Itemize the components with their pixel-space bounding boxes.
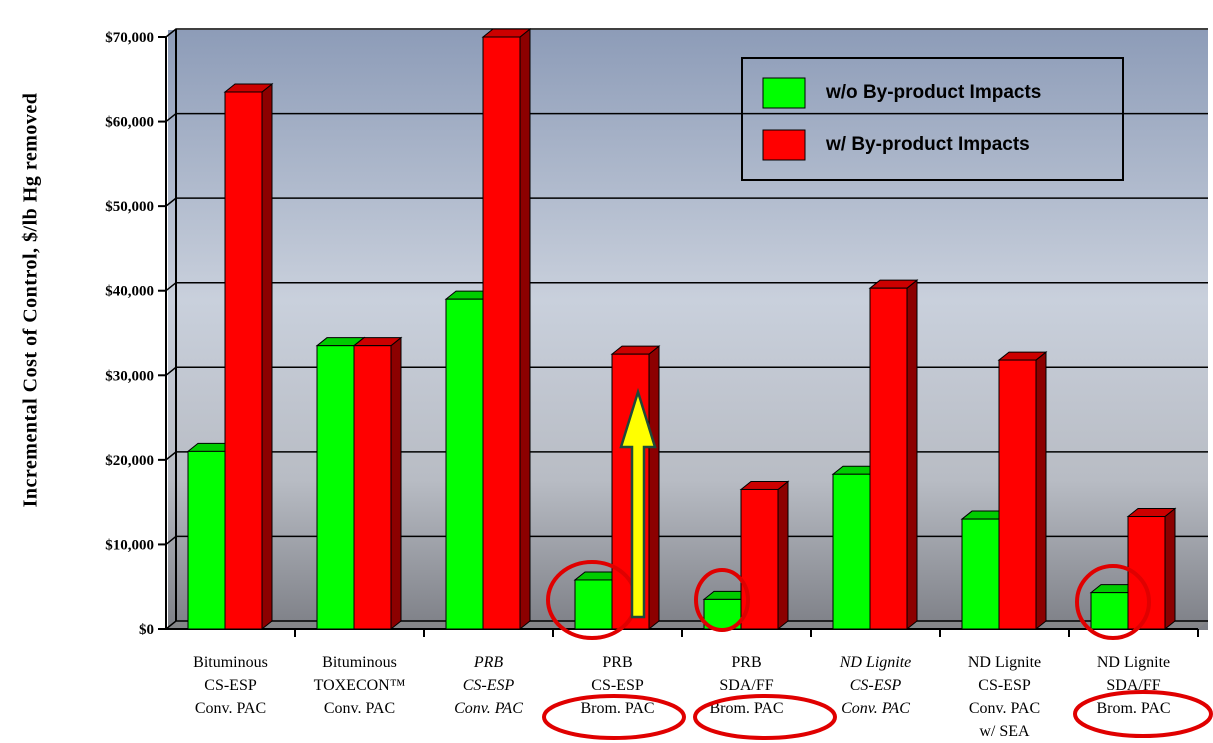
y-tick-label: $50,000 xyxy=(105,199,154,215)
grid-line xyxy=(165,197,1208,207)
bar-side xyxy=(906,279,918,631)
x-tick-label: PRB CS-ESP Conv. PAC xyxy=(454,654,523,717)
annotation-circle xyxy=(693,694,837,740)
bar xyxy=(187,450,226,630)
bar-side xyxy=(1035,351,1047,631)
grid-line xyxy=(165,112,1208,123)
grid-line xyxy=(165,366,1208,376)
annotation-circle xyxy=(1073,690,1213,738)
legend-label: w/o By-product Impacts xyxy=(825,82,1041,103)
legend-swatch xyxy=(762,77,806,109)
x-tick-label: Bituminous CS-ESP Conv. PAC xyxy=(193,654,268,717)
bar xyxy=(998,359,1037,630)
x-tick-label: PRB SDA/FF Brom. PAC xyxy=(709,654,783,717)
bar xyxy=(574,579,613,630)
x-tick-label: ND Lignite CS-ESP Conv. PAC xyxy=(839,654,912,717)
grid-line xyxy=(165,281,1208,292)
legend: w/o By-product Impacts w/ By-product Impa… xyxy=(741,57,1124,181)
grid-line xyxy=(165,451,1208,461)
bar xyxy=(353,345,392,630)
bar xyxy=(316,345,355,630)
bar-side xyxy=(519,27,531,631)
x-tick-label: PRB CS-ESP Brom. PAC xyxy=(580,654,654,717)
y-axis-label: Incremental Cost of Control, $/lb Hg rem… xyxy=(20,93,42,508)
bar xyxy=(869,287,908,630)
y-tick-label: $20,000 xyxy=(105,453,154,469)
x-tick-label: Bituminous TOXECON™ Conv. PAC xyxy=(314,654,406,717)
annotation-circle xyxy=(1075,564,1151,640)
legend-label: w/ By-product Impacts xyxy=(825,134,1030,155)
y-tick-label: $70,000 xyxy=(105,30,154,46)
x-tick-label: ND Lignite SDA/FF Brom. PAC xyxy=(1096,654,1170,717)
x-tick-label: ND Lignite CS-ESP Conv. PAC w/ SEA xyxy=(968,654,1041,740)
bar xyxy=(832,473,871,630)
bar xyxy=(1090,592,1129,630)
bar xyxy=(961,518,1000,630)
grid-line xyxy=(165,28,1208,38)
y-tick-label: $0 xyxy=(139,622,154,638)
bar-side xyxy=(1164,507,1176,631)
y-tick-label: $30,000 xyxy=(105,368,154,384)
legend-swatch xyxy=(762,129,806,161)
bar-side xyxy=(390,336,402,631)
bar-side xyxy=(648,345,660,631)
annotation-circle xyxy=(694,568,750,632)
bar-side xyxy=(261,82,273,631)
annotation-arrow xyxy=(619,387,657,619)
y-tick-label: $40,000 xyxy=(105,284,154,300)
annotation-circle xyxy=(542,694,686,740)
y-tick-label: $60,000 xyxy=(105,115,154,131)
bar xyxy=(224,91,263,630)
bar xyxy=(740,488,779,630)
bar xyxy=(482,36,521,630)
floor xyxy=(166,621,1208,629)
bar-side xyxy=(777,480,789,631)
y-tick-label: $10,000 xyxy=(105,537,154,553)
bar xyxy=(445,298,484,630)
legend-box xyxy=(741,57,1124,181)
